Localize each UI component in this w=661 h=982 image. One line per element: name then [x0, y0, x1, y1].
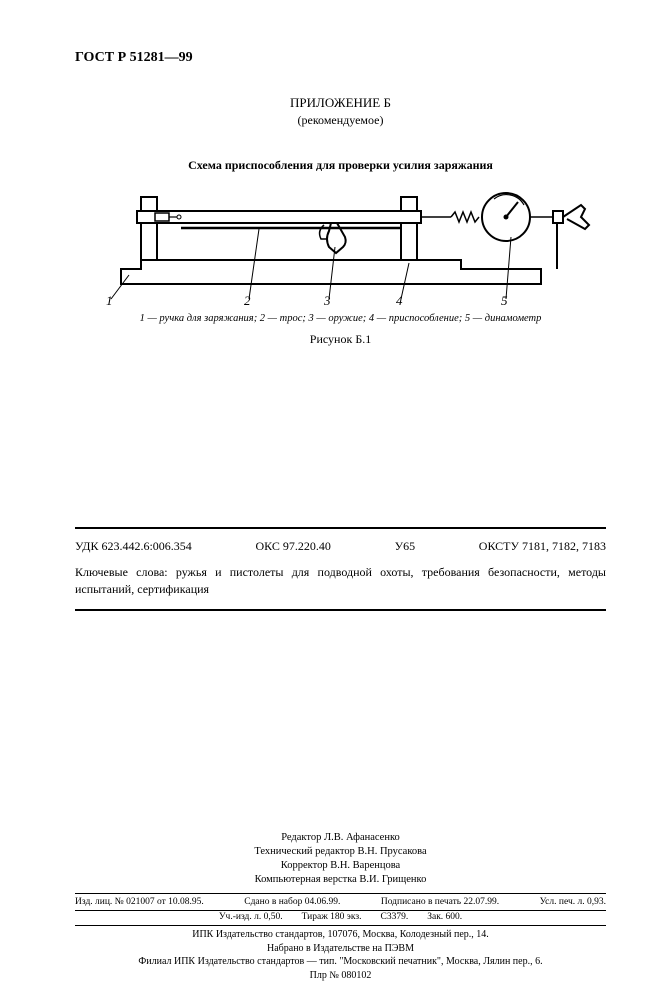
- svg-text:2: 2: [244, 293, 251, 307]
- pub-zak: Зак. 600.: [427, 912, 462, 922]
- pub-c3379: С3379.: [381, 912, 409, 922]
- tech-editor-line: Технический редактор В.Н. Прусакова: [75, 845, 606, 859]
- pub-usl-pech: Усл. печ. л. 0,93.: [540, 897, 606, 907]
- publication-info-row2: Уч.-изд. л. 0,50. Тираж 180 экз. С3379. …: [75, 911, 606, 922]
- pub-license: Изд. лиц. № 021007 от 10.08.95.: [75, 897, 204, 907]
- classification-block: УДК 623.442.6:006.354 ОКС 97.220.40 У65 …: [75, 527, 606, 611]
- svg-text:4: 4: [396, 293, 403, 307]
- appendix-note-text: (рекомендуемое): [75, 112, 606, 128]
- keywords-text: Ключевые слова: ружья и пистолеты для по…: [75, 564, 606, 599]
- classification-codes-row: УДК 623.442.6:006.354 ОКС 97.220.40 У65 …: [75, 539, 606, 554]
- editorial-credits: Редактор Л.В. Афанасенко Технический ред…: [75, 831, 606, 888]
- standard-code: ГОСТ Р 51281—99: [75, 50, 606, 66]
- publisher-line1: ИПК Издательство стандартов, 107076, Мос…: [75, 928, 606, 942]
- figure-title: Схема приспособления для проверки усилия…: [75, 158, 606, 173]
- layout-line: Компьютерная верстка В.И. Грищенко: [75, 873, 606, 887]
- publisher-line3: Филиал ИПК Издательство стандартов — тип…: [75, 955, 606, 969]
- figure-legend: 1 — ручка для заряжания; 2 — трос; 3 — о…: [75, 313, 606, 324]
- editor-line: Редактор Л.В. Афанасенко: [75, 831, 606, 845]
- svg-text:1: 1: [106, 293, 113, 307]
- publisher-line4: Плр № 080102: [75, 969, 606, 982]
- pub-uch-izd: Уч.-изд. л. 0,50.: [219, 912, 283, 922]
- publisher-info: ИПК Издательство стандартов, 107076, Мос…: [75, 925, 606, 982]
- publication-info-row1: Изд. лиц. № 021007 от 10.08.95. Сдано в …: [75, 893, 606, 911]
- svg-text:3: 3: [323, 293, 331, 307]
- okstu-code: ОКСТУ 7181, 7182, 7183: [479, 539, 606, 554]
- u65-code: У65: [395, 539, 416, 554]
- corrector-line: Корректор В.Н. Варенцова: [75, 859, 606, 873]
- appendix-title-text: ПРИЛОЖЕНИЕ Б: [75, 94, 606, 112]
- appendix-heading: ПРИЛОЖЕНИЕ Б (рекомендуемое): [75, 94, 606, 128]
- publisher-line2: Набрано в Издательстве на ПЭВМ: [75, 942, 606, 956]
- figure-diagram: 1 2 3 4 5: [75, 187, 606, 307]
- pub-tirazh: Тираж 180 экз.: [302, 912, 362, 922]
- figure-number-label: Рисунок Б.1: [75, 332, 606, 347]
- udk-code: УДК 623.442.6:006.354: [75, 539, 192, 554]
- oks-code: ОКС 97.220.40: [256, 539, 331, 554]
- pub-signed: Подписано в печать 22.07.99.: [381, 897, 499, 907]
- svg-text:5: 5: [501, 293, 508, 307]
- pub-typeset: Сдано в набор 04.06.99.: [244, 897, 340, 907]
